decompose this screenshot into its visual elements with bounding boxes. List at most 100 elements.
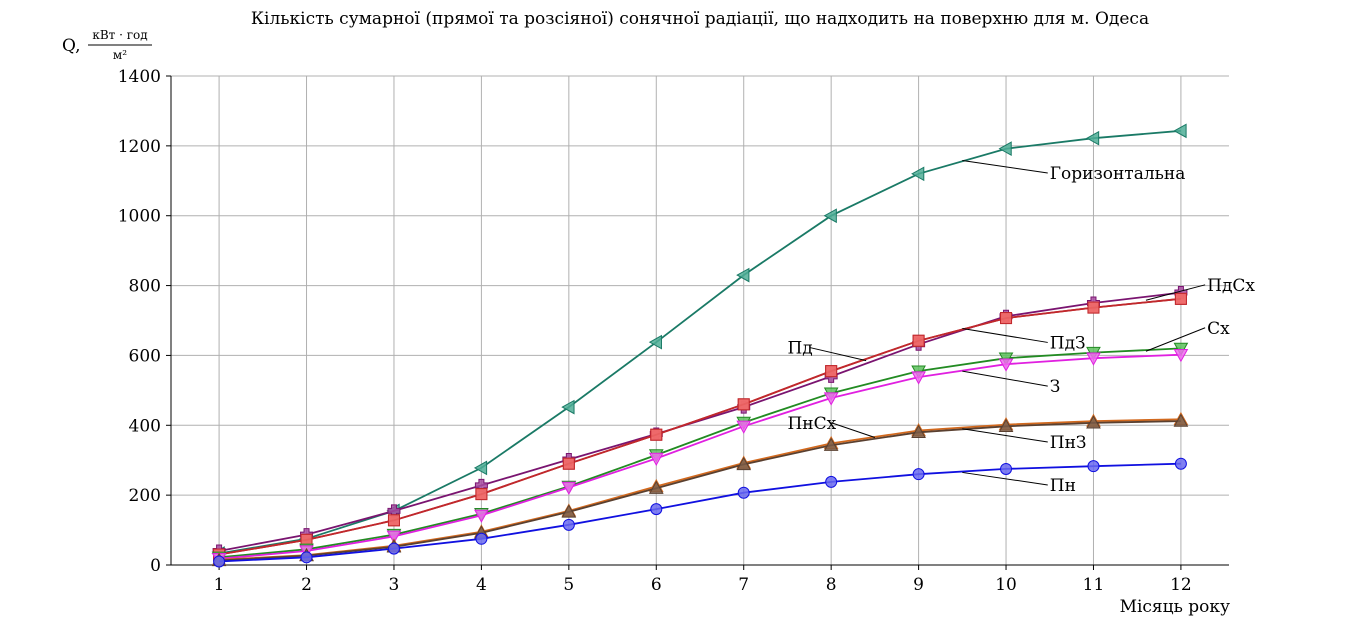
y-tick-label: 600 [129, 346, 161, 366]
y-tick-label: 1200 [118, 137, 161, 157]
x-tick-label: 11 [1083, 575, 1105, 595]
data-point [911, 424, 926, 438]
data-point [737, 486, 750, 499]
data-point [1000, 462, 1013, 475]
data-point [1173, 349, 1189, 363]
annotation-leader [962, 160, 1048, 174]
data-point [998, 418, 1014, 433]
data-point [1086, 352, 1101, 366]
y-tick-label: 800 [129, 277, 161, 297]
series-label: Сх [1207, 319, 1230, 339]
series-9 [213, 457, 1187, 568]
data-point [736, 456, 752, 471]
data-point [648, 480, 664, 494]
data-point [912, 468, 925, 481]
x-tick-label: 7 [738, 575, 749, 595]
data-point [1174, 292, 1187, 305]
data-point [998, 358, 1014, 372]
series-2 [212, 286, 1188, 558]
data-point [1173, 123, 1187, 139]
annotation-leader [1145, 327, 1206, 352]
data-point [474, 509, 489, 523]
x-tick-label: 12 [1170, 575, 1192, 595]
series-label: ПдЗ [1050, 333, 1086, 353]
chart-title: Кількість сумарної (прямої та розсіяної)… [251, 9, 1149, 29]
data-point [737, 398, 750, 411]
series-line [218, 129, 1181, 555]
axes [166, 75, 1229, 570]
data-point [825, 365, 838, 378]
data-point [998, 141, 1012, 157]
data-point [825, 475, 838, 488]
data-point [561, 399, 575, 415]
x-tick-label: 1 [214, 575, 225, 595]
x-tick-label: 10 [995, 575, 1017, 595]
data-point [1086, 415, 1101, 429]
data-point [386, 530, 402, 544]
data-point [561, 481, 577, 495]
data-point [387, 514, 400, 527]
annotation-leader [962, 328, 1048, 343]
data-point [213, 555, 226, 568]
x-tick-label: 9 [913, 575, 924, 595]
data-point [1000, 312, 1013, 325]
data-point [912, 334, 925, 347]
annotations: Горизонтальна ПдСх Сх Пд ПдЗ З ПнСх ПнЗ Пн [787, 160, 1255, 496]
series-label: ПнСх [787, 414, 836, 434]
data-point [823, 437, 839, 451]
series-label: Пн [1050, 476, 1076, 496]
series-label: Горизонтальна [1050, 164, 1186, 184]
series-line [219, 353, 1181, 560]
data-point [475, 532, 488, 545]
data-point [561, 504, 577, 518]
x-tick-label: 5 [563, 575, 574, 595]
series-line [219, 347, 1181, 559]
series-label: ПнЗ [1050, 433, 1087, 453]
data-point [736, 420, 752, 434]
series-line [219, 420, 1181, 562]
y-tick-label: 1000 [118, 207, 161, 227]
data-point [911, 166, 925, 182]
data-point [1173, 413, 1189, 427]
series-group [211, 123, 1189, 568]
annotation-leader [810, 347, 867, 362]
annotation-leader [831, 422, 876, 438]
series-4 [213, 292, 1187, 561]
annotation-leader [962, 428, 1048, 443]
y-tick-label: 400 [129, 416, 161, 436]
data-point [1174, 457, 1187, 470]
y-axis-label-prefix: Q, [62, 36, 81, 56]
series-line [218, 297, 1181, 556]
data-point [1087, 301, 1100, 314]
data-point [1087, 460, 1100, 473]
series-line [219, 462, 1181, 563]
data-point [648, 334, 662, 350]
annotation-leader [962, 370, 1048, 387]
data-point [387, 542, 400, 555]
series-line [218, 297, 1181, 556]
y-axis-unit-denominator: м² [113, 48, 127, 62]
annotation-leader [962, 471, 1048, 486]
y-axis-label: Q, кВт · год м² [62, 28, 152, 62]
x-tick-label: 6 [651, 575, 662, 595]
data-point [650, 428, 663, 441]
x-axis-label: Місяць року [1120, 597, 1230, 617]
series-line [218, 291, 1182, 552]
y-tick-label: 200 [129, 486, 161, 506]
data-point [300, 551, 313, 564]
x-tick-label: 4 [476, 575, 487, 595]
data-point [475, 488, 488, 501]
x-tick-label: 2 [301, 575, 312, 595]
series-label: З [1050, 377, 1061, 397]
data-point [736, 267, 750, 283]
series-label: Пд [787, 339, 812, 359]
data-point [473, 460, 488, 476]
annotation-leader [1145, 284, 1206, 301]
y-tick-label: 0 [150, 556, 161, 576]
data-point [823, 208, 837, 224]
series-label: ПдСх [1207, 276, 1255, 296]
data-point [650, 503, 663, 516]
y-axis-unit-numerator: кВт · год [92, 28, 147, 42]
